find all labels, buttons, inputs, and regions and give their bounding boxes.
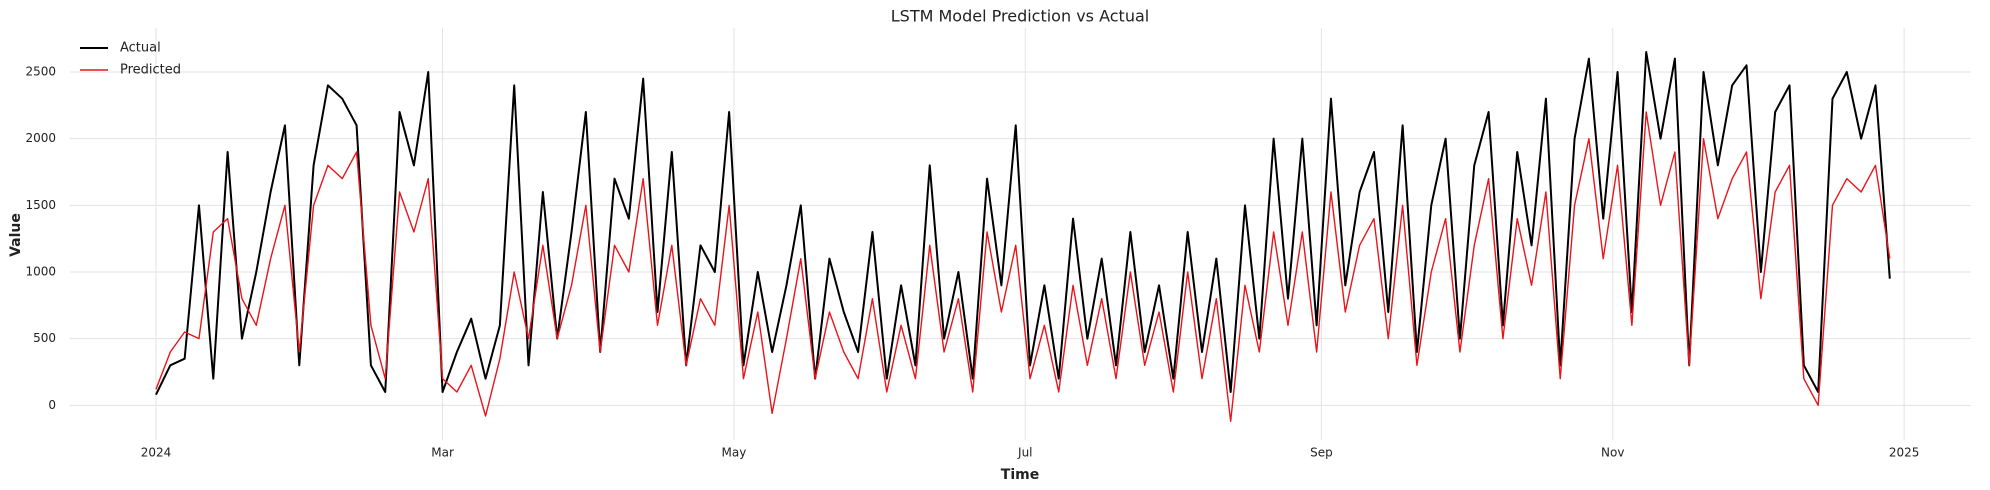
x-tick-label: Mar <box>431 446 454 460</box>
chart-title: LSTM Model Prediction vs Actual <box>891 7 1149 26</box>
series-line <box>155 111 1891 423</box>
x-tick-label: Sep <box>1310 446 1333 460</box>
y-tick-label: 2000 <box>25 131 56 145</box>
series-line <box>155 51 1891 396</box>
x-tick-label: 2024 <box>141 446 172 460</box>
legend-label: Predicted <box>120 63 181 78</box>
y-tick-label: 2500 <box>25 65 56 79</box>
legend-label: Actual <box>120 41 161 56</box>
y-tick-label: 0 <box>48 398 56 412</box>
x-axis-label: Time <box>1001 467 1039 483</box>
grid: 0 500 1000 1500 2000 2500 2024 Mar May Jul Sep Nov 2… <box>25 28 1971 460</box>
y-tick-label: 1000 <box>25 265 56 279</box>
x-tick-label: Jul <box>1017 446 1032 460</box>
x-tick-label: Nov <box>1601 446 1624 460</box>
legend: Actual Predicted <box>80 41 181 78</box>
x-tick-label: 2025 <box>1889 446 1920 460</box>
y-tick-label: 1500 <box>25 198 56 212</box>
y-tick-label: 500 <box>33 331 56 345</box>
x-tick-label: May <box>722 446 747 460</box>
y-axis-label: Value <box>8 213 24 257</box>
plot <box>155 51 1891 423</box>
